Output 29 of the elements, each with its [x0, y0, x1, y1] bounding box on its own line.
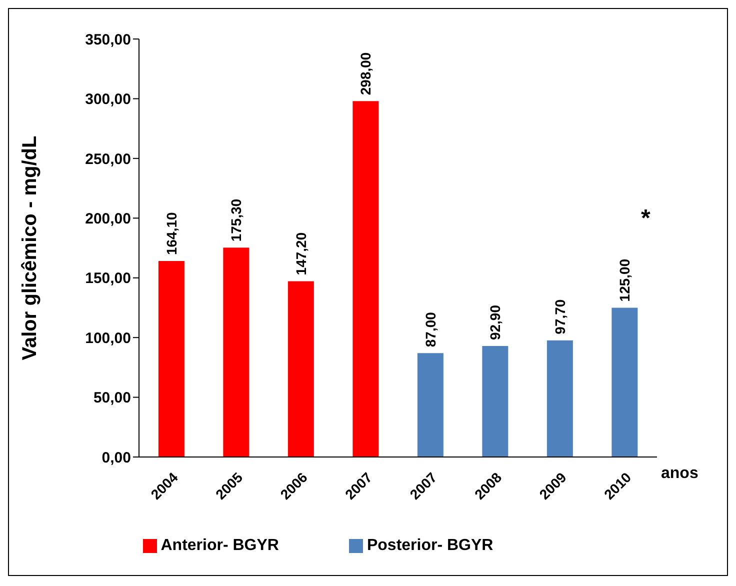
bar — [158, 261, 184, 457]
bar — [546, 340, 573, 457]
y-tick-label: 200,00 — [85, 210, 131, 228]
x-axis-title: anos — [661, 465, 698, 483]
data-label: 97,70 — [552, 299, 568, 334]
data-label: 298,00 — [358, 52, 374, 96]
y-tick-label: 300,00 — [85, 91, 131, 108]
y-tick-label: 350,00 — [85, 31, 131, 48]
y-tick-label: 150,00 — [85, 270, 131, 288]
data-label: 164,10 — [163, 212, 180, 256]
y-tick-label: 50,00 — [93, 390, 131, 407]
y-tick-label: 0,00 — [102, 449, 131, 466]
bar — [223, 248, 250, 457]
y-tick-label: 250,00 — [85, 150, 131, 168]
y-tick-label: 100,00 — [85, 330, 131, 347]
data-label: 125,00 — [616, 258, 633, 302]
bar — [352, 101, 379, 457]
bar — [612, 308, 638, 457]
bar — [288, 281, 314, 457]
y-axis-title: Valor glicêmico - mg/dL — [19, 136, 42, 360]
bar — [417, 353, 444, 457]
legend-label: Posterior- BGYR — [366, 537, 494, 554]
annotation: * — [641, 205, 650, 233]
data-label: 87,00 — [422, 312, 438, 348]
bar — [482, 346, 508, 457]
data-label: 175,30 — [228, 198, 244, 242]
legend-label: Anterior- BGYR — [160, 537, 279, 554]
data-label: 147,20 — [292, 232, 309, 276]
data-label: 92,90 — [487, 304, 504, 340]
